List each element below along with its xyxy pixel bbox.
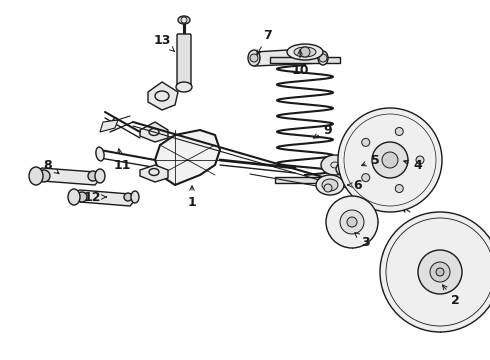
Circle shape <box>124 193 132 201</box>
Circle shape <box>436 268 444 276</box>
Text: 13: 13 <box>153 33 174 51</box>
Text: 3: 3 <box>355 233 369 248</box>
Ellipse shape <box>68 189 80 205</box>
Ellipse shape <box>294 47 316 57</box>
Circle shape <box>340 210 364 234</box>
Ellipse shape <box>96 147 104 161</box>
Circle shape <box>372 142 408 178</box>
Circle shape <box>300 47 310 57</box>
Ellipse shape <box>248 50 260 66</box>
Circle shape <box>88 171 98 181</box>
Circle shape <box>362 138 370 147</box>
Text: 6: 6 <box>348 179 362 192</box>
Ellipse shape <box>321 155 349 175</box>
Text: 9: 9 <box>314 123 332 138</box>
Text: 8: 8 <box>44 158 59 174</box>
Circle shape <box>380 212 490 332</box>
Polygon shape <box>270 57 340 63</box>
Circle shape <box>319 54 327 62</box>
Polygon shape <box>140 165 168 182</box>
Circle shape <box>77 192 87 202</box>
Circle shape <box>416 156 424 164</box>
Ellipse shape <box>176 82 192 92</box>
Circle shape <box>347 217 357 227</box>
Circle shape <box>395 185 403 193</box>
Circle shape <box>418 250 462 294</box>
Circle shape <box>338 108 442 212</box>
Circle shape <box>382 152 398 168</box>
Polygon shape <box>74 190 135 206</box>
Text: 2: 2 <box>442 285 459 306</box>
Text: 7: 7 <box>257 28 272 55</box>
Polygon shape <box>140 122 168 142</box>
Ellipse shape <box>178 16 190 24</box>
Text: 4: 4 <box>404 158 422 171</box>
Ellipse shape <box>350 165 370 179</box>
Polygon shape <box>36 168 100 185</box>
Ellipse shape <box>95 169 105 183</box>
FancyBboxPatch shape <box>177 34 191 86</box>
Circle shape <box>430 262 450 282</box>
Polygon shape <box>275 177 335 183</box>
Text: 11: 11 <box>113 149 131 171</box>
Ellipse shape <box>287 44 323 60</box>
Circle shape <box>395 127 403 135</box>
Ellipse shape <box>336 161 360 177</box>
Circle shape <box>326 196 378 248</box>
Text: 1: 1 <box>188 186 196 208</box>
Ellipse shape <box>322 179 338 191</box>
Polygon shape <box>148 82 178 110</box>
Ellipse shape <box>316 175 344 195</box>
Polygon shape <box>250 48 326 66</box>
Circle shape <box>324 184 332 192</box>
Polygon shape <box>100 120 118 132</box>
Text: 5: 5 <box>362 153 379 166</box>
Text: 10: 10 <box>291 50 309 77</box>
Polygon shape <box>155 130 220 185</box>
Ellipse shape <box>318 51 328 65</box>
Ellipse shape <box>29 167 43 185</box>
Circle shape <box>38 170 50 182</box>
Text: 12: 12 <box>83 190 106 203</box>
Circle shape <box>362 174 370 182</box>
Circle shape <box>250 54 258 62</box>
Ellipse shape <box>131 191 139 203</box>
